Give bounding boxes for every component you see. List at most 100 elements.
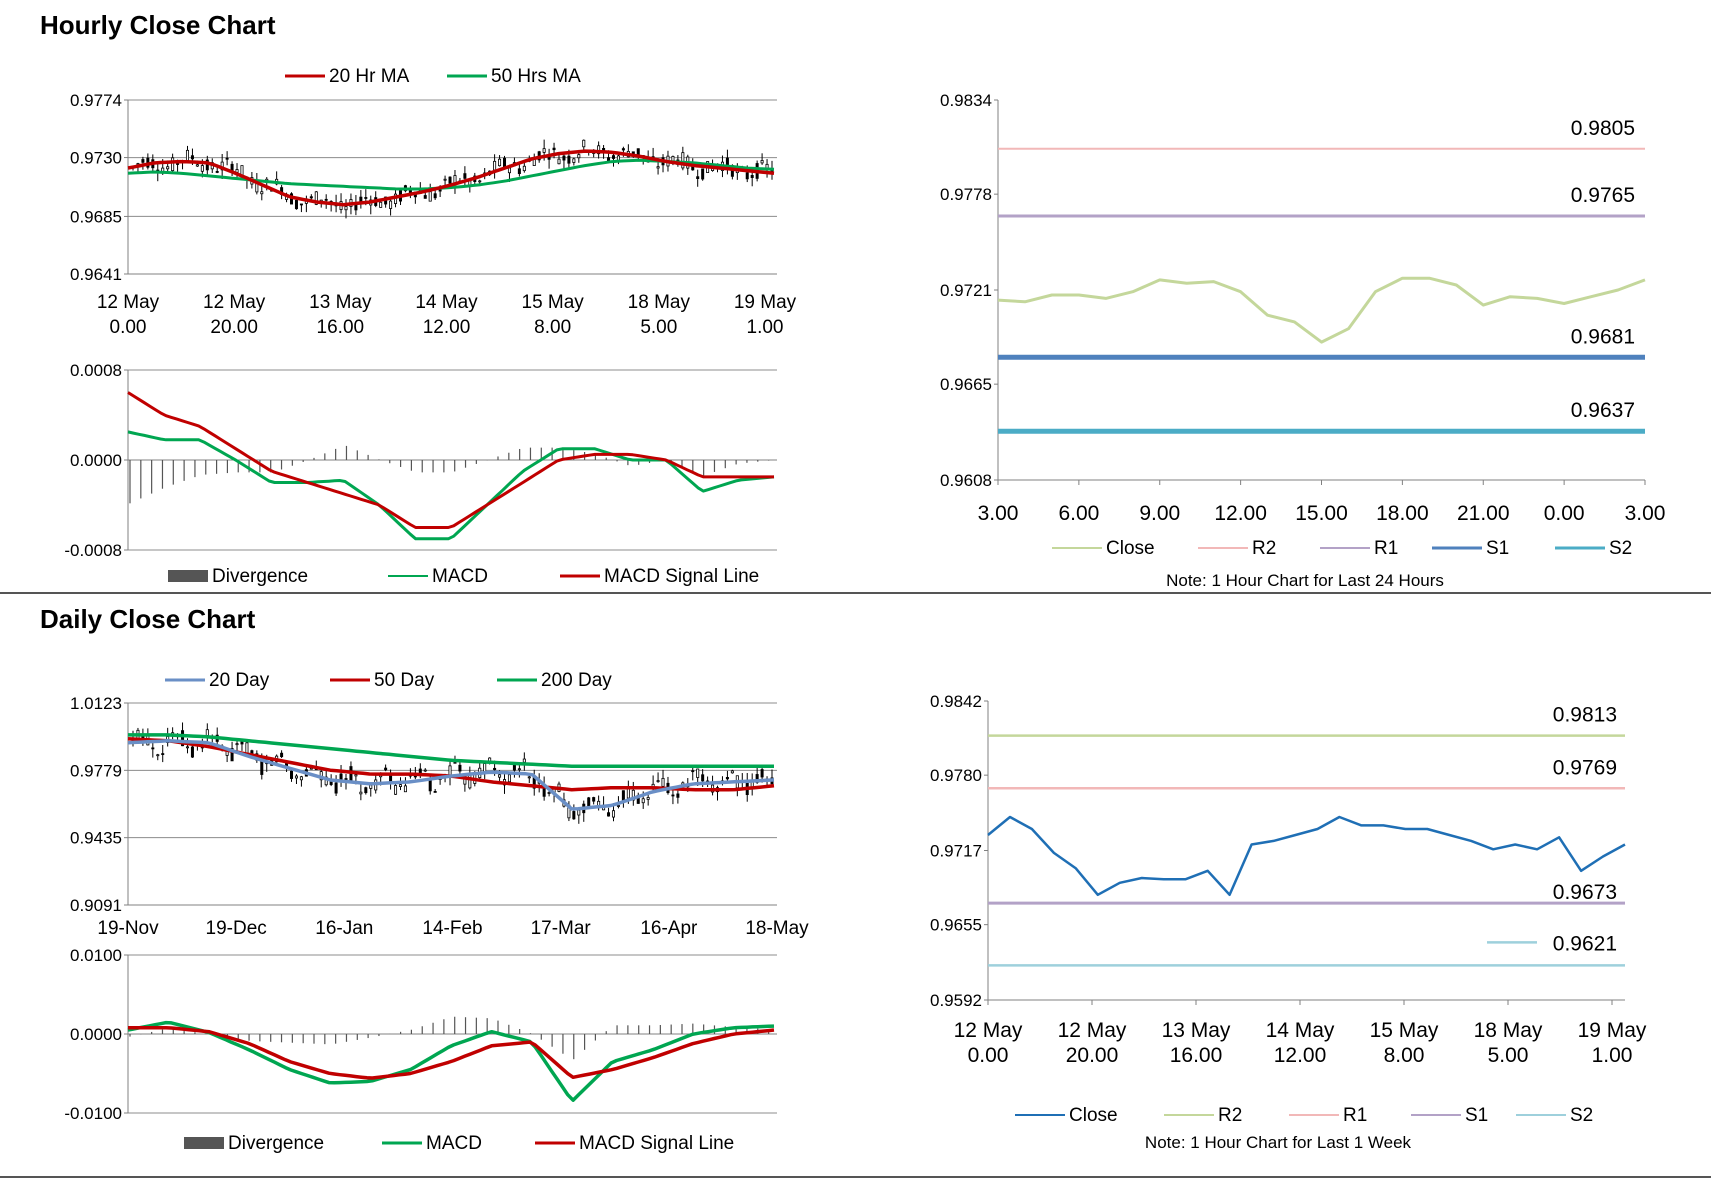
hourly-candle	[314, 191, 318, 205]
daily-candles-x-tick-label: 19-Nov	[97, 918, 159, 939]
daily-candle	[334, 782, 338, 794]
hourly-pivot-r1-label: 0.9765	[1571, 184, 1635, 207]
daily-candle	[661, 777, 665, 787]
daily-candle	[517, 768, 521, 771]
hourly-candle	[185, 149, 189, 161]
bottom-divider	[0, 1176, 1711, 1178]
weekly-pivot-s2-label: 0.9621	[1553, 932, 1617, 955]
daily-candle	[656, 780, 660, 783]
daily-candle	[230, 748, 234, 762]
hourly-candle	[760, 160, 764, 164]
hourly-candle	[260, 191, 264, 195]
hourly-pivot-note: Note: 1 Hour Chart for Last 24 Hours	[1166, 571, 1444, 590]
legend-hourly-divergence-swatch	[168, 570, 208, 582]
hourly-candle	[507, 167, 511, 174]
hourly-pivot-close-line	[997, 276, 1646, 344]
hourly-candle	[428, 191, 432, 202]
daily-macd-line	[127, 1020, 775, 1102]
legend-weekly-pivot-s2-label: S2	[1570, 1105, 1593, 1126]
daily-candle	[235, 743, 239, 746]
legend-weekly-pivot-r1-label: R1	[1343, 1105, 1367, 1126]
daily-candle	[369, 784, 373, 789]
weekly-pivot-y-tick-label: 0.9780	[930, 766, 982, 785]
daily-candles-y-tick-label: 0.9435	[70, 829, 122, 848]
daily-candle	[359, 791, 363, 795]
hourly-candle	[389, 200, 393, 209]
weekly-pivot-x-tick-label: 14 May	[1266, 1019, 1335, 1042]
daily-candle	[458, 764, 462, 772]
daily-candle	[587, 797, 591, 807]
weekly-pivot-x-tick-label: 12 May	[954, 1019, 1023, 1042]
hourly-candle	[611, 155, 615, 159]
weekly-pivot-x-tick-label: 18 May	[1474, 1019, 1543, 1042]
daily-candle	[260, 759, 264, 775]
hourly-pivot-y-tick-label: 0.9778	[940, 185, 992, 204]
daily-candle	[577, 809, 581, 816]
hourly-pivot-r2-label: 0.9805	[1571, 117, 1635, 140]
hourly-candle	[195, 164, 199, 167]
daily-candle	[507, 774, 511, 783]
daily-candle	[156, 754, 160, 757]
hourly-candle	[443, 178, 447, 181]
hourly-candle	[478, 180, 482, 183]
weekly-pivot-y-tick-label: 0.9717	[930, 842, 982, 861]
hourly-candle	[671, 156, 675, 162]
hourly-candles-x-tick-label: 1.00	[747, 317, 784, 338]
hourly-candle	[572, 158, 576, 163]
daily-candle	[512, 764, 516, 771]
hourly-pivot-s2-label: 0.9637	[1571, 399, 1635, 422]
daily-candles-x-tick-label: 16-Jan	[315, 918, 373, 939]
legend-50hrs-ma-label: 50 Hrs MA	[491, 66, 581, 87]
daily-candle	[205, 729, 209, 736]
legend-daily-signal-label: MACD Signal Line	[579, 1133, 734, 1154]
weekly-pivot-x-tick-label: 19 May	[1578, 1019, 1647, 1042]
hourly-pivot-s1-label: 0.9681	[1571, 325, 1635, 348]
daily-candle	[403, 785, 407, 793]
legend-daily-macd-label: MACD	[426, 1133, 482, 1154]
weekly-pivot-x-tick-label: 13 May	[1162, 1019, 1231, 1042]
legend-hourly-pivot-close-label: Close	[1106, 538, 1155, 559]
hourly-candle	[567, 155, 571, 164]
hourly-candle	[225, 157, 229, 160]
hourly-candle	[433, 193, 437, 199]
weekly-pivot-s1-label: 0.9673	[1553, 881, 1617, 904]
hourly-candles-x-tick-label: 0.00	[110, 317, 147, 338]
daily-candle	[671, 794, 675, 797]
weekly-pivot-x-tick-label: 20.00	[1066, 1044, 1119, 1067]
daily-candle	[730, 770, 734, 774]
daily-candle	[433, 791, 437, 793]
hourly-candle	[299, 203, 303, 206]
daily-candle	[621, 790, 625, 802]
daily-candle	[364, 787, 368, 794]
hourly-candle	[141, 159, 145, 163]
legend-hourly-pivot-s2-label: S2	[1609, 538, 1632, 559]
weekly-pivot-x-tick-label: 1.00	[1592, 1044, 1633, 1067]
hourly-candles-y-tick-label: 0.9730	[70, 149, 122, 168]
hourly-candles-x-tick-label: 12 May	[97, 292, 160, 313]
daily-candle	[547, 792, 551, 794]
hourly-candle	[582, 139, 586, 148]
hourly-candles-y-tick-label: 0.9774	[70, 91, 122, 110]
weekly-pivot-x-tick-label: 5.00	[1488, 1044, 1529, 1067]
hourly-candles-x-tick-label: 18 May	[628, 292, 691, 313]
daily-candles-y-tick-label: 0.9091	[70, 896, 122, 915]
daily-candle	[384, 767, 388, 771]
daily-macd-y-tick-label: 0.0100	[70, 946, 122, 965]
hourly-candle	[503, 157, 507, 168]
daily-candle	[691, 770, 695, 773]
hourly-candle	[681, 152, 685, 169]
hourly-candle	[463, 173, 467, 179]
hourly-pivot-x-tick-label: 21.00	[1457, 502, 1510, 525]
weekly-pivot-close-line	[987, 815, 1626, 897]
hourly-candle	[215, 171, 219, 173]
section-divider	[0, 592, 1711, 594]
hourly-candle	[166, 166, 170, 170]
hourly-candles-x-tick-label: 13 May	[309, 292, 372, 313]
hourly-pivot-x-tick-label: 6.00	[1058, 502, 1099, 525]
hourly-candle	[344, 206, 348, 211]
ma-20day-line	[127, 739, 775, 811]
hourly-candle	[359, 196, 363, 202]
daily-candle	[483, 763, 487, 773]
legend-200-day-label: 200 Day	[541, 670, 612, 691]
